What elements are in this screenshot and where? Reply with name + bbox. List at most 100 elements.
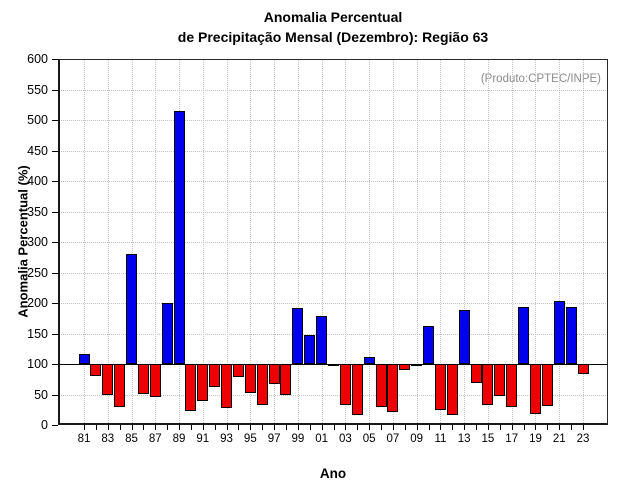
- h-gridline: [58, 394, 608, 396]
- x-tick: [167, 425, 169, 430]
- h-gridline: [58, 120, 608, 121]
- y-tick-label: 0: [41, 418, 48, 432]
- x-tick: [119, 425, 121, 430]
- x-tick: [476, 425, 478, 430]
- x-tick: [404, 425, 406, 430]
- x-tick: [238, 425, 240, 430]
- x-tick-label: 11: [434, 433, 447, 445]
- h-gridline: [58, 89, 608, 91]
- v-gridline: [535, 59, 537, 425]
- y-tick-label: 350: [27, 204, 48, 219]
- x-tick-label: 17: [505, 433, 519, 445]
- v-gridline: [440, 59, 442, 425]
- x-tick: [369, 425, 371, 430]
- x-tick: [226, 425, 228, 430]
- y-tick: [52, 89, 58, 91]
- x-tick: [559, 425, 561, 430]
- x-tick: [84, 425, 85, 430]
- h-gridline: [58, 303, 608, 304]
- y-tick-label: 150: [27, 326, 48, 341]
- h-gridline: [58, 150, 608, 152]
- y-tick: [52, 303, 58, 304]
- v-gridline: [583, 59, 584, 425]
- v-gridline: [131, 59, 133, 425]
- x-tick-label: 21: [552, 433, 566, 445]
- v-gridline: [226, 59, 228, 425]
- v-gridline: [84, 59, 85, 425]
- chart-title-line-1: Anomalia Percentual: [263, 9, 403, 25]
- x-tick: [583, 425, 584, 430]
- x-tick: [202, 425, 204, 430]
- y-tick-label: 500: [27, 113, 48, 127]
- x-tick-label: 85: [125, 433, 138, 445]
- y-tick: [52, 59, 58, 60]
- product-annotation: (Produto:CPTEC/INPE): [480, 73, 601, 85]
- x-tick: [392, 425, 394, 430]
- x-tick: [381, 425, 383, 430]
- x-tick: [274, 425, 276, 430]
- x-axis-title: Ano: [319, 466, 347, 481]
- x-tick: [214, 425, 216, 430]
- v-gridline: [416, 59, 418, 425]
- h-gridline: [58, 211, 608, 213]
- x-tick: [345, 425, 347, 430]
- y-tick-label: 450: [27, 143, 48, 158]
- x-tick-label: 89: [172, 433, 186, 445]
- v-gridline: [274, 59, 276, 425]
- v-gridline: [464, 59, 466, 425]
- x-tick-label: 95: [243, 433, 257, 445]
- v-gridline: [511, 59, 513, 425]
- bar-10: [423, 326, 435, 364]
- x-tick-label: 99: [291, 433, 305, 445]
- y-tick: [52, 242, 58, 243]
- v-gridline: [321, 59, 323, 425]
- y-tick: [52, 181, 58, 182]
- h-gridline: [58, 272, 608, 274]
- x-tick-label: 91: [196, 433, 210, 445]
- x-tick-label: 87: [148, 433, 162, 445]
- x-tick-label: 15: [481, 433, 495, 445]
- x-tick: [297, 425, 299, 430]
- y-tick-label: 50: [34, 387, 48, 402]
- v-gridline: [487, 59, 489, 425]
- bar-01: [316, 316, 328, 364]
- y-tick-label: 100: [27, 357, 48, 371]
- x-tick: [262, 425, 264, 430]
- y-tick: [52, 272, 58, 274]
- x-tick: [321, 425, 323, 430]
- x-tick: [179, 425, 181, 430]
- y-tick-label: 250: [27, 265, 48, 280]
- y-tick-label: 300: [27, 235, 48, 249]
- bar-89: [173, 110, 185, 364]
- x-tick: [250, 425, 252, 430]
- y-tick: [52, 425, 58, 426]
- h-gridline: [58, 333, 608, 335]
- y-tick-label: 200: [27, 296, 48, 310]
- x-tick: [547, 425, 549, 430]
- y-tick: [52, 394, 58, 396]
- y-tick: [52, 150, 58, 152]
- y-tick: [52, 364, 58, 365]
- x-tick-label: 09: [410, 433, 424, 445]
- y-tick-label: 400: [27, 174, 48, 188]
- bar-85: [126, 253, 138, 364]
- bar-22: [565, 307, 577, 364]
- x-tick: [487, 425, 489, 430]
- bar-99: [292, 308, 304, 364]
- y-tick: [52, 333, 58, 335]
- x-tick-label: 03: [338, 433, 352, 445]
- x-tick-label: 19: [529, 433, 542, 445]
- v-gridline: [369, 59, 371, 425]
- chart-title-line-2: de Precipitação Mensal (Dezembro): Regiã…: [177, 29, 489, 45]
- v-gridline: [559, 59, 561, 425]
- x-tick: [309, 425, 311, 430]
- v-gridline: [155, 59, 157, 425]
- x-tick-label: 83: [101, 433, 115, 445]
- bar-81: [78, 353, 90, 364]
- x-tick: [511, 425, 513, 430]
- x-tick: [190, 425, 192, 430]
- y-tick-label: 550: [27, 82, 48, 97]
- y-tick: [52, 211, 58, 213]
- x-tick: [523, 425, 525, 430]
